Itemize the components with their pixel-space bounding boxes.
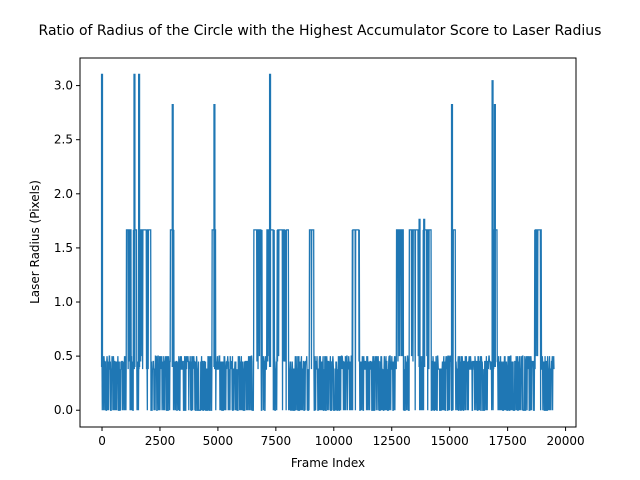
- y-tick-label: 0.5: [54, 349, 73, 363]
- y-tick-label: 1.5: [54, 241, 73, 255]
- x-tick-label: 2500: [145, 434, 176, 448]
- x-tick-label: 0: [98, 434, 106, 448]
- x-axis-ticks: 0 2500 5000 7500 10000 12500 15000 17500 20000: [98, 427, 585, 448]
- axes-frame: [79, 57, 577, 428]
- y-tick-label: 2.5: [54, 133, 73, 147]
- series-line: [101, 229, 555, 411]
- chart-title: Ratio of Radius of the Circle with the H…: [39, 23, 602, 39]
- x-tick-label: 12500: [373, 434, 411, 448]
- y-tick-label: 0.0: [54, 403, 73, 417]
- y-axis-label: Laser Radius (Pixels): [28, 180, 42, 304]
- x-tick-label: 7500: [261, 434, 292, 448]
- y-tick-label: 1.0: [54, 295, 73, 309]
- y-tick-label: 2.0: [54, 187, 73, 201]
- x-tick-label: 17500: [489, 434, 527, 448]
- x-tick-label: 5000: [203, 434, 234, 448]
- x-tick-label: 10000: [315, 434, 353, 448]
- data-series: [100, 73, 555, 411]
- x-axis-label: Frame Index: [291, 456, 365, 470]
- x-tick-label: 15000: [431, 434, 469, 448]
- x-tick-label: 20000: [546, 434, 584, 448]
- y-tick-label: 3.0: [54, 79, 73, 93]
- y-axis-ticks: 0.0 0.5 1.0 1.5 2.0 2.5 3.0: [54, 79, 80, 417]
